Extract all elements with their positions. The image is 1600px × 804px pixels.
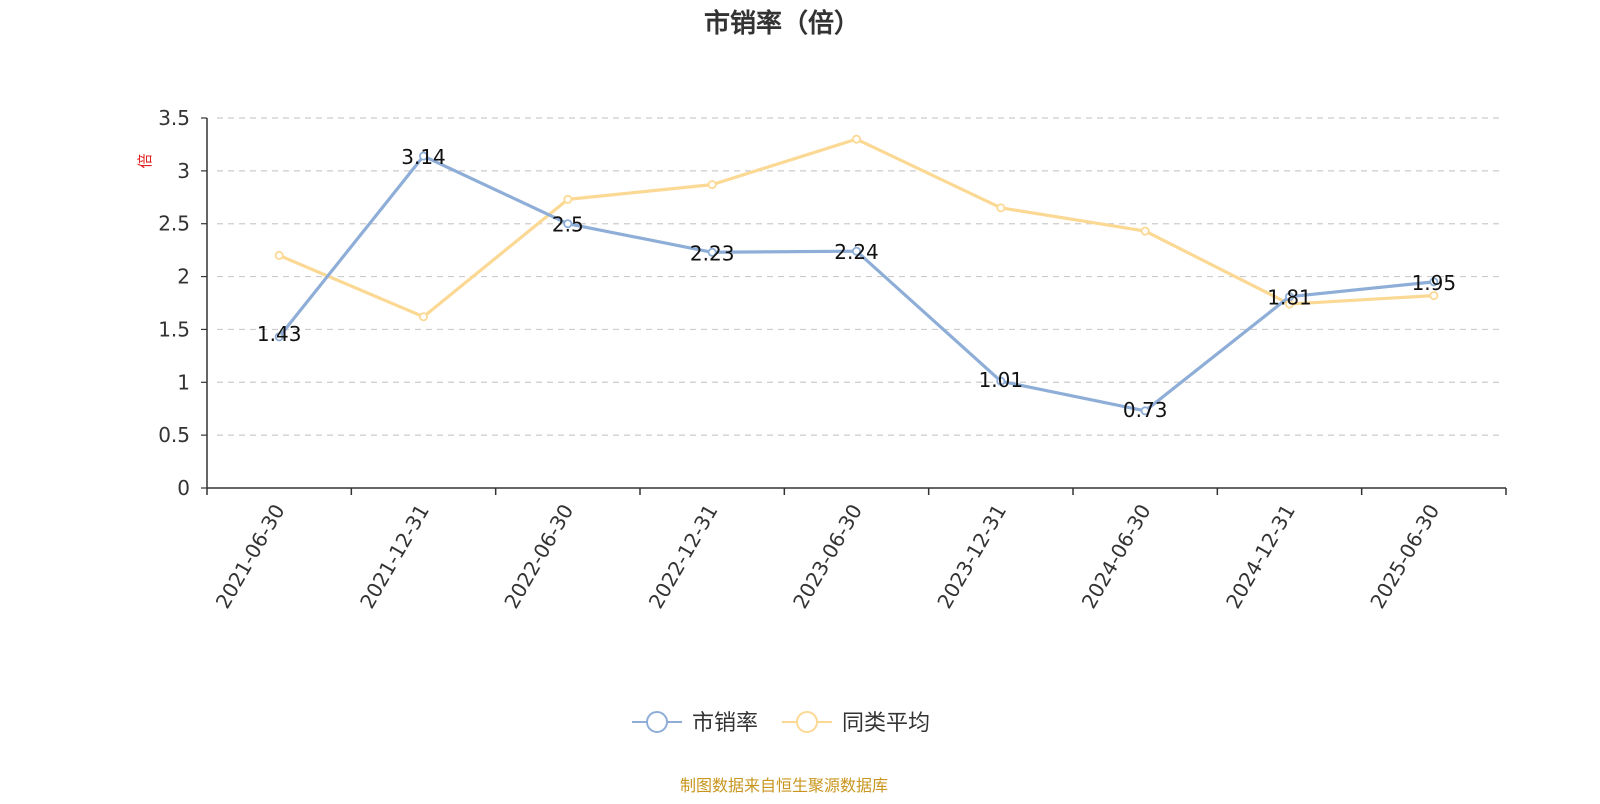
x-tick-label: 2021-06-30 bbox=[211, 500, 290, 613]
y-tick-label: 0 bbox=[177, 476, 190, 500]
x-tick-label: 2021-12-31 bbox=[355, 500, 434, 613]
legend-marker-icon bbox=[646, 711, 668, 733]
data-point bbox=[563, 194, 573, 204]
x-tick-label: 2022-12-31 bbox=[644, 500, 723, 613]
legend-item-1[interactable]: 同类平均 bbox=[782, 711, 930, 736]
chart-title: 市销率（倍） bbox=[704, 8, 860, 39]
data-point bbox=[418, 151, 428, 161]
y-tick-label: 0.5 bbox=[158, 423, 190, 447]
legend-label: 同类平均 bbox=[842, 711, 930, 736]
data-label: 1.01 bbox=[979, 368, 1024, 392]
y-tick-label: 1.5 bbox=[158, 317, 190, 341]
data-point bbox=[1285, 292, 1295, 302]
data-label: 1.95 bbox=[1412, 271, 1457, 295]
source-note: 制图数据来自恒生聚源数据库 bbox=[680, 776, 888, 795]
data-point bbox=[1429, 277, 1439, 287]
data-point bbox=[852, 246, 862, 256]
data-point bbox=[1429, 291, 1439, 301]
data-point bbox=[852, 134, 862, 144]
legend-label: 市销率 bbox=[692, 711, 758, 736]
legend[interactable]: 市销率 同类平均 bbox=[632, 711, 930, 736]
x-tick-label: 2024-06-30 bbox=[1077, 500, 1156, 613]
y-axis-unit-label: 倍 bbox=[136, 153, 154, 168]
data-point bbox=[1140, 406, 1150, 416]
series-line-0 bbox=[277, 154, 1434, 413]
y-tick-label: 2.5 bbox=[158, 212, 190, 236]
data-point bbox=[707, 247, 717, 257]
y-tick-label: 2 bbox=[177, 265, 190, 289]
data-label: 2.24 bbox=[834, 240, 879, 264]
data-label: 1.43 bbox=[257, 322, 302, 346]
series-layer bbox=[274, 134, 1439, 416]
y-tick-label: 3.5 bbox=[158, 106, 190, 130]
x-tick-label: 2024-12-31 bbox=[1221, 500, 1300, 613]
x-tick-label: 2025-06-30 bbox=[1365, 500, 1444, 613]
data-point bbox=[563, 219, 573, 229]
x-tick-label: 2022-06-30 bbox=[499, 500, 578, 613]
grid-lines bbox=[217, 117, 1500, 436]
axes: 0 0.5 1 1.5 2 2.5 3 3.5 2021-06-30 2021-12-31 2022… bbox=[158, 106, 1507, 613]
y-tick-label: 1 bbox=[177, 370, 190, 394]
data-label: 3.14 bbox=[401, 145, 446, 169]
series-line-1 bbox=[278, 137, 1434, 319]
data-point bbox=[996, 203, 1006, 213]
data-point bbox=[707, 180, 717, 190]
data-label: 1.81 bbox=[1267, 286, 1312, 310]
data-point bbox=[418, 312, 428, 322]
data-label: 2.5 bbox=[552, 213, 584, 237]
x-tick-label: 2023-06-30 bbox=[788, 500, 867, 613]
data-point bbox=[996, 376, 1006, 386]
data-labels: 1.43 3.14 2.5 2.23 2.24 1.01 0.73 1.81 1.95 bbox=[257, 145, 1456, 422]
legend-item-0[interactable]: 市销率 bbox=[632, 711, 758, 736]
data-point bbox=[274, 332, 284, 342]
data-point bbox=[274, 250, 284, 260]
y-tick-label: 3 bbox=[177, 159, 190, 183]
data-label: 0.73 bbox=[1123, 398, 1168, 422]
x-tick-label: 2023-12-31 bbox=[932, 500, 1011, 613]
data-label: 2.23 bbox=[690, 241, 735, 265]
legend-marker-icon bbox=[796, 711, 818, 733]
data-point bbox=[1140, 226, 1150, 236]
